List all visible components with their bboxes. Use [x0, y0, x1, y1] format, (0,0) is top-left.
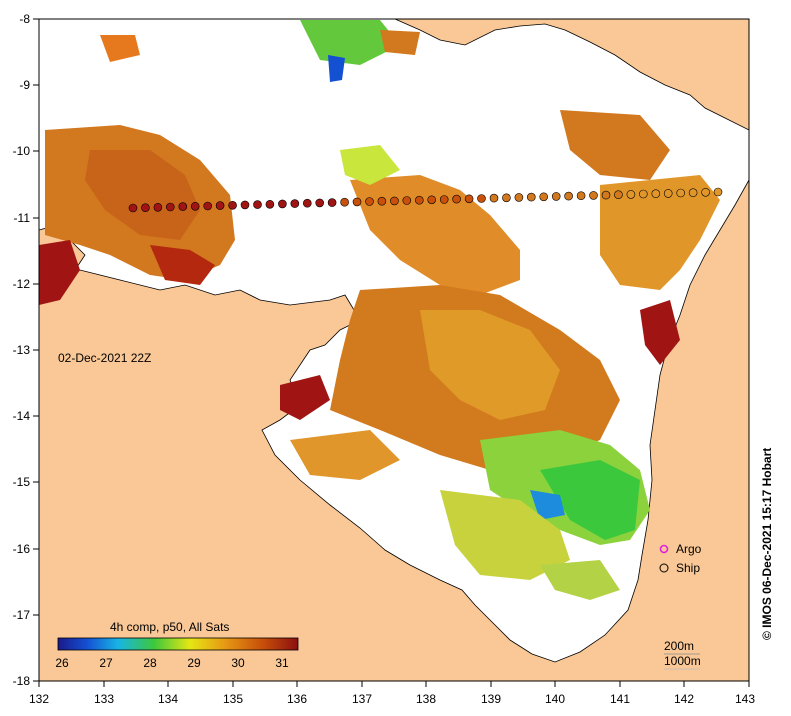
ship-track-point [203, 201, 212, 211]
ship-track-point [576, 191, 586, 200]
x-tick-label: 142 [674, 692, 694, 706]
sst-data [39, 20, 720, 600]
ship-track-point [352, 197, 362, 207]
ship-track-point [278, 199, 287, 209]
x-tick-label: 133 [94, 692, 114, 706]
x-tick-labels: 132 133 134 135 136 137 138 139 140 141 … [29, 692, 755, 706]
y-tick-label: -16 [13, 542, 31, 556]
ship-track-point [365, 197, 374, 206]
ship-track-point [551, 192, 561, 201]
ship-track-point [452, 194, 461, 204]
ship-track-point [253, 200, 262, 209]
y-tick-labels: -8 -9 -10 -11 -12 -13 -14 -15 -16 -17 -1… [13, 12, 31, 688]
ship-track-point [663, 189, 673, 198]
x-tick-label: 141 [610, 692, 630, 706]
x-tick-label: 132 [29, 692, 49, 706]
ship-track-point [676, 188, 686, 198]
ship-track-point [141, 203, 150, 212]
ship-track-point [614, 190, 623, 199]
ship-label: Ship [676, 561, 700, 575]
ship-track-point [402, 196, 412, 205]
x-tick-label: 137 [352, 692, 372, 706]
colorbar-title: 4h comp, p50, All Sats [110, 620, 229, 634]
ship-track-point [128, 203, 138, 213]
ship-track-point [153, 203, 163, 212]
ship-track-point [601, 190, 611, 200]
y-tick-label: -8 [19, 12, 30, 26]
x-tick-label: 139 [481, 692, 501, 706]
ship-track-point [489, 193, 499, 203]
x-tick-label: 135 [223, 692, 243, 706]
ship-marker-icon [659, 563, 669, 573]
ship-track-point [414, 195, 424, 205]
ship-track-point [713, 187, 723, 197]
y-tick-label: -12 [13, 277, 31, 291]
y-tick-label: -14 [13, 409, 31, 423]
ship-track-point [638, 189, 648, 199]
contour-200-label: 200m [664, 639, 694, 653]
x-tick-label: 143 [735, 692, 755, 706]
ship-track-point [502, 193, 511, 203]
argo-label: Argo [676, 542, 702, 556]
ship-track-point [427, 195, 437, 205]
y-tick-label: -11 [14, 211, 31, 225]
contour-1000-label: 1000m [664, 654, 701, 668]
ship-track-point [701, 188, 710, 197]
date-label: 02-Dec-2021 22Z [58, 351, 151, 365]
colorbar-tick: 29 [187, 656, 201, 670]
marker-legend: Argo Ship [659, 542, 702, 575]
colorbar-tick: 31 [275, 656, 289, 670]
ship-track-point [564, 191, 573, 201]
colorbar-tick: 28 [143, 656, 157, 670]
ship-track-point [439, 195, 449, 204]
ship-track-point [340, 197, 349, 207]
ship-track-point [477, 194, 486, 203]
x-tick-label: 134 [158, 692, 178, 706]
ship-track-point [526, 192, 536, 202]
ship-track-point [228, 201, 237, 210]
ship-track-point [327, 198, 337, 207]
ship-track-point [265, 200, 275, 209]
ship-track-point [539, 192, 549, 202]
colorbar-tick: 27 [99, 656, 113, 670]
axis-ticks [33, 18, 750, 687]
ship-track-point [290, 199, 300, 208]
y-tick-label: -15 [13, 475, 31, 489]
ship-track-point [589, 191, 598, 200]
ship-track-point [315, 198, 325, 208]
ship-track-point [688, 188, 698, 197]
ship-track-point [377, 196, 387, 206]
ship-track-point [166, 202, 175, 212]
argo-marker-icon [659, 544, 669, 554]
y-tick-label: -13 [13, 343, 31, 357]
colorbar-tick: 26 [55, 656, 69, 670]
ship-track-point [514, 193, 524, 202]
ship-track-point [302, 198, 312, 208]
x-tick-label: 136 [287, 692, 307, 706]
colorbar-legend: 4h comp, p50, All Sats 26 27 28 29 30 31 [55, 620, 299, 670]
contour-legend: 200m 1000m [664, 639, 701, 670]
ship-track [128, 187, 723, 213]
ship-track-point [464, 194, 474, 204]
ship-track-point [651, 189, 661, 198]
y-tick-label: -9 [19, 78, 30, 92]
credit-text: © IMOS 06-Dec-2021 15:17 Hobart [760, 447, 774, 640]
ship-track-point [390, 196, 399, 206]
ship-track-point [626, 190, 636, 199]
x-tick-label: 138 [416, 692, 436, 706]
y-tick-label: -18 [13, 674, 31, 688]
colorbar-tick: 30 [231, 656, 245, 670]
ship-track-point [190, 202, 200, 211]
y-tick-label: -17 [13, 608, 31, 622]
ship-track-point [178, 202, 188, 211]
ship-track-point [240, 200, 250, 210]
ship-track-point [215, 201, 225, 210]
colorbar [57, 637, 299, 651]
y-tick-label: -10 [13, 144, 31, 158]
x-tick-label: 140 [545, 692, 565, 706]
